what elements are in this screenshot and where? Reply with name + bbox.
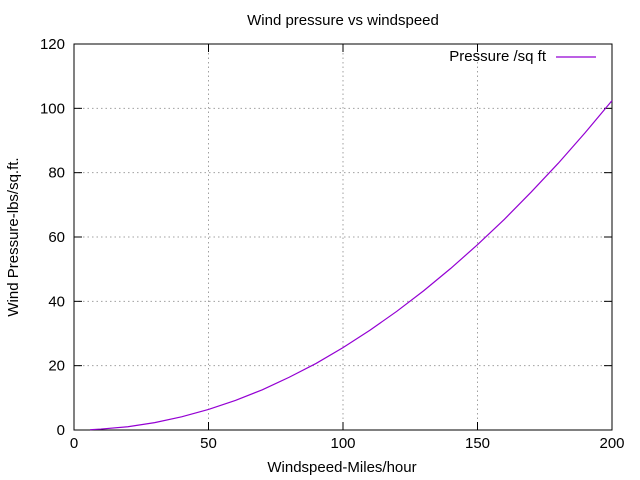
chart-title: Wind pressure vs windspeed — [247, 12, 439, 29]
y-tick-label: 60 — [48, 229, 65, 246]
series-line-pressure — [90, 100, 613, 431]
grid-lines — [74, 44, 612, 430]
x-tick-labels: 0 50 100 150 200 — [70, 435, 625, 452]
x-tick-label: 150 — [465, 435, 490, 452]
plot-frame — [73, 43, 613, 431]
x-tick-label: 200 — [599, 435, 624, 452]
legend-entry-label: Pressure /sq ft — [449, 48, 547, 65]
y-tick-label: 0 — [57, 422, 65, 439]
y-tick-label: 100 — [40, 100, 65, 117]
legend: Pressure /sq ft — [449, 48, 596, 65]
y-tick-label: 120 — [40, 36, 65, 53]
y-tick-label: 20 — [48, 358, 65, 375]
x-tick-label: 50 — [200, 435, 217, 452]
y-axis-label: Wind Pressure-lbs/sq.ft. — [5, 157, 22, 316]
series-layer — [90, 100, 613, 431]
axis-ticks — [73, 43, 613, 431]
y-tick-label: 80 — [48, 165, 65, 182]
x-tick-label: 100 — [330, 435, 355, 452]
x-tick-label: 0 — [70, 435, 78, 452]
y-tick-label: 40 — [48, 293, 65, 310]
y-tick-labels: 0 20 40 60 80 100 120 — [40, 36, 65, 439]
x-axis-label: Windspeed-Miles/hour — [267, 459, 416, 476]
